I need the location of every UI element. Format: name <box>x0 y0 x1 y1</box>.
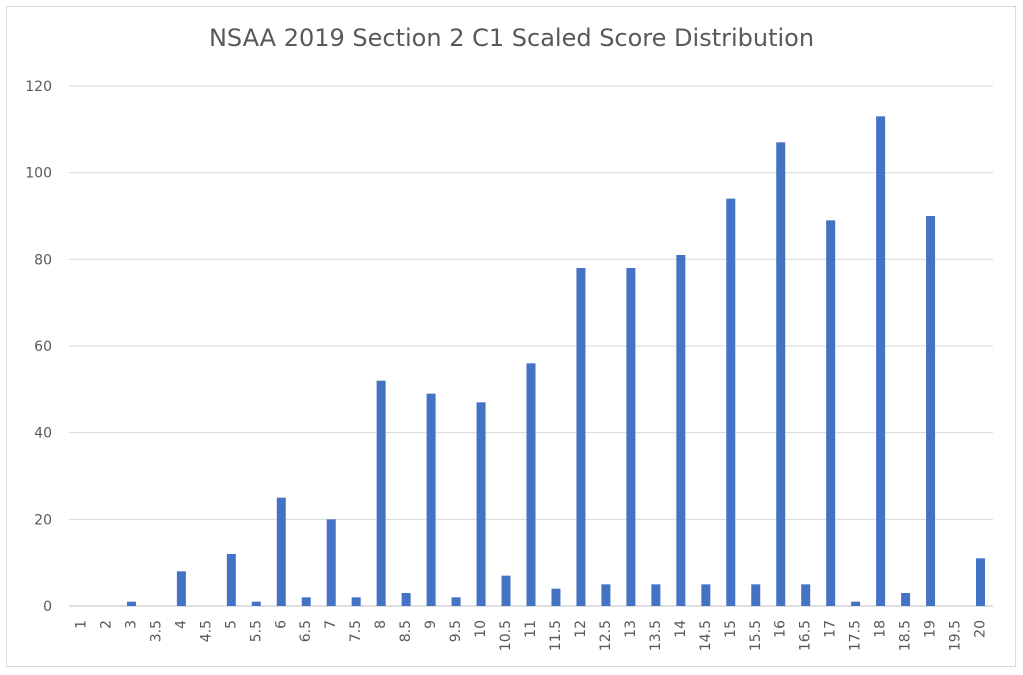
bar <box>876 116 886 606</box>
x-tick-label: 12 <box>573 620 589 638</box>
bars <box>126 116 986 607</box>
bar <box>801 584 811 606</box>
x-tick-label: 17.5 <box>848 620 864 651</box>
x-tick-label: 1 <box>73 620 89 629</box>
bar <box>726 198 736 606</box>
x-tick-label: 19 <box>923 620 939 638</box>
bar <box>676 255 686 606</box>
bar <box>651 584 661 606</box>
bar <box>626 268 636 606</box>
y-tick-label: 40 <box>34 426 52 442</box>
x-tick-label: 6 <box>273 620 289 629</box>
bar <box>901 593 911 606</box>
bar <box>451 597 461 606</box>
x-tick-label: 5.5 <box>248 620 264 642</box>
x-tick-label: 5 <box>223 620 239 629</box>
bar <box>976 558 986 606</box>
bar <box>176 571 186 606</box>
x-tick-label: 14 <box>673 620 689 638</box>
x-tick-label: 17 <box>823 620 839 638</box>
x-tick-label: 15.5 <box>748 620 764 651</box>
y-tick-label: 0 <box>43 599 52 615</box>
x-tick-label: 13.5 <box>648 620 664 651</box>
x-tick-label: 6.5 <box>298 620 314 642</box>
x-tick-label: 16.5 <box>798 620 814 651</box>
x-tick-label: 15 <box>723 620 739 638</box>
x-tick-label: 9 <box>423 620 439 629</box>
x-tick-label: 7 <box>323 620 339 629</box>
bar <box>601 584 611 606</box>
y-tick-label: 80 <box>34 252 52 268</box>
y-tick-label: 60 <box>34 339 52 355</box>
bar <box>276 497 286 606</box>
x-tick-label: 8.5 <box>398 620 414 642</box>
x-axis: 1 2 3 3.5 4 4.5 5 5.5 6 6.5 7 7.5 8 8.5 9 9.5 10 10.5 11 11… <box>73 620 988 651</box>
bar <box>326 519 336 606</box>
bar <box>401 593 411 606</box>
chart-title: NSAA 2019 Section 2 C1 Scaled Score Dist… <box>208 24 815 52</box>
bar <box>476 402 486 606</box>
bar <box>351 597 361 606</box>
x-tick-label: 18 <box>873 620 889 638</box>
x-tick-label: 4 <box>173 620 189 629</box>
y-tick-label: 20 <box>34 512 52 528</box>
bar <box>501 575 511 606</box>
bar <box>376 380 386 606</box>
y-tick-label: 100 <box>25 166 52 182</box>
bar <box>251 601 261 606</box>
bar <box>526 363 536 606</box>
bar <box>751 584 761 606</box>
bar <box>926 216 936 606</box>
x-tick-label: 18.5 <box>898 620 914 651</box>
x-tick-label: 16 <box>773 620 789 638</box>
bar <box>851 601 861 606</box>
x-tick-label: 4.5 <box>198 620 214 642</box>
x-tick-label: 9.5 <box>448 620 464 642</box>
x-tick-label: 14.5 <box>698 620 714 651</box>
x-tick-label: 12.5 <box>598 620 614 651</box>
bar <box>701 584 711 606</box>
x-tick-label: 10 <box>473 620 489 638</box>
bar <box>301 597 311 606</box>
x-tick-label: 3.5 <box>148 620 164 642</box>
bar <box>226 554 236 606</box>
x-tick-label: 19.5 <box>948 620 964 651</box>
chart-frame <box>6 6 1016 667</box>
bar <box>426 393 436 606</box>
x-tick-label: 2 <box>98 620 114 629</box>
x-tick-label: 3 <box>123 620 139 629</box>
x-tick-label: 10.5 <box>498 620 514 651</box>
bar <box>551 588 561 606</box>
bar <box>776 142 786 607</box>
bar <box>826 220 836 607</box>
x-tick-label: 11 <box>523 620 539 638</box>
x-tick-label: 11.5 <box>548 620 564 651</box>
bar <box>576 268 586 606</box>
x-tick-label: 7.5 <box>348 620 364 642</box>
bar <box>126 601 136 606</box>
x-tick-label: 13 <box>623 620 639 638</box>
x-tick-label: 8 <box>373 620 389 629</box>
y-axis: 0 20 40 60 80 100 120 <box>25 79 52 615</box>
x-tick-label: 20 <box>973 620 989 638</box>
y-tick-label: 120 <box>25 79 52 95</box>
